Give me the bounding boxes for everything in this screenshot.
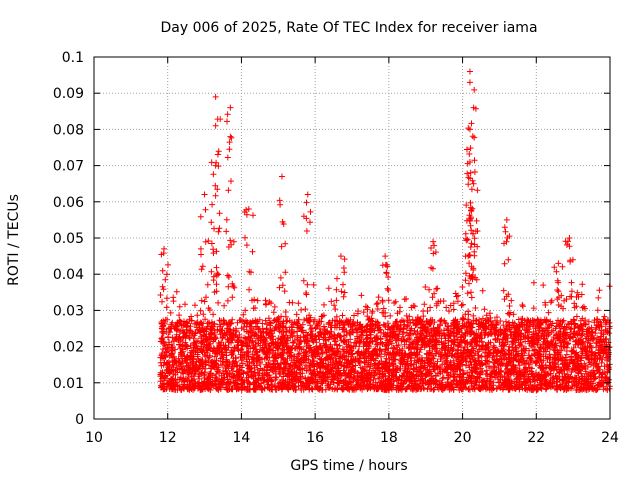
- roti-peak-point: [161, 245, 168, 252]
- y-tick-label: 0.02: [53, 340, 84, 356]
- y-tick-label: 0.04: [53, 267, 84, 283]
- axis-ticks: 10 12 14 16 18 20 22 24 0 0.01 0.02 0.03 0.04 0.05 0.0…: [53, 50, 619, 446]
- roti-peak-point: [430, 238, 437, 245]
- roti-peak-point: [201, 191, 208, 198]
- x-tick-label: 24: [601, 430, 619, 446]
- x-tick-label: 18: [380, 430, 398, 446]
- roti-peak-point: [337, 253, 344, 260]
- y-tick-label: 0: [75, 412, 84, 428]
- roti-peak-point: [566, 235, 573, 241]
- y-tick-label: 0.1: [62, 50, 84, 66]
- roti-peak-point: [470, 104, 477, 111]
- roti-peak-point: [245, 206, 252, 213]
- x-tick-label: 22: [527, 430, 545, 446]
- y-tick-label: 0.05: [53, 231, 84, 247]
- roti-peak-point: [278, 173, 285, 180]
- roti-peak-point: [212, 122, 219, 129]
- y-axis-label: ROTI / TECUs: [6, 194, 22, 286]
- roti-peak-point: [466, 68, 473, 75]
- roti-peak-point: [382, 253, 389, 260]
- roti-peak-point: [212, 93, 219, 100]
- y-tick-label: 0.03: [53, 303, 84, 319]
- roti-peak-point: [466, 158, 473, 165]
- roti-peak-point: [466, 216, 473, 223]
- y-tick-label: 0.07: [53, 159, 84, 175]
- y-tick-label: 0.08: [53, 122, 84, 138]
- roti-peak-point: [555, 260, 562, 267]
- chart-title: Day 006 of 2025, Rate Of TEC Index for r…: [160, 20, 537, 36]
- roti-peak-point: [227, 133, 234, 140]
- y-tick-label: 0.06: [53, 195, 84, 211]
- roti-peak-point: [503, 216, 510, 223]
- x-tick-label: 14: [233, 430, 251, 446]
- roti-peak-point: [212, 162, 219, 169]
- x-tick-label: 10: [85, 430, 103, 446]
- x-tick-label: 20: [454, 430, 472, 446]
- x-axis-label: GPS time / hours: [290, 458, 407, 474]
- roti-peak-point: [304, 191, 311, 198]
- roti-peak-point: [227, 104, 234, 111]
- roti-peak-point: [466, 126, 473, 133]
- x-tick-label: 12: [159, 430, 177, 446]
- data-points: [157, 68, 613, 393]
- y-tick-label: 0.09: [53, 86, 84, 102]
- roti-peak-point: [470, 180, 477, 187]
- roti-point-cloud: [157, 86, 613, 393]
- y-tick-label: 0.01: [53, 376, 84, 392]
- roti-peak-point: [466, 79, 473, 86]
- x-tick-label: 16: [306, 430, 324, 446]
